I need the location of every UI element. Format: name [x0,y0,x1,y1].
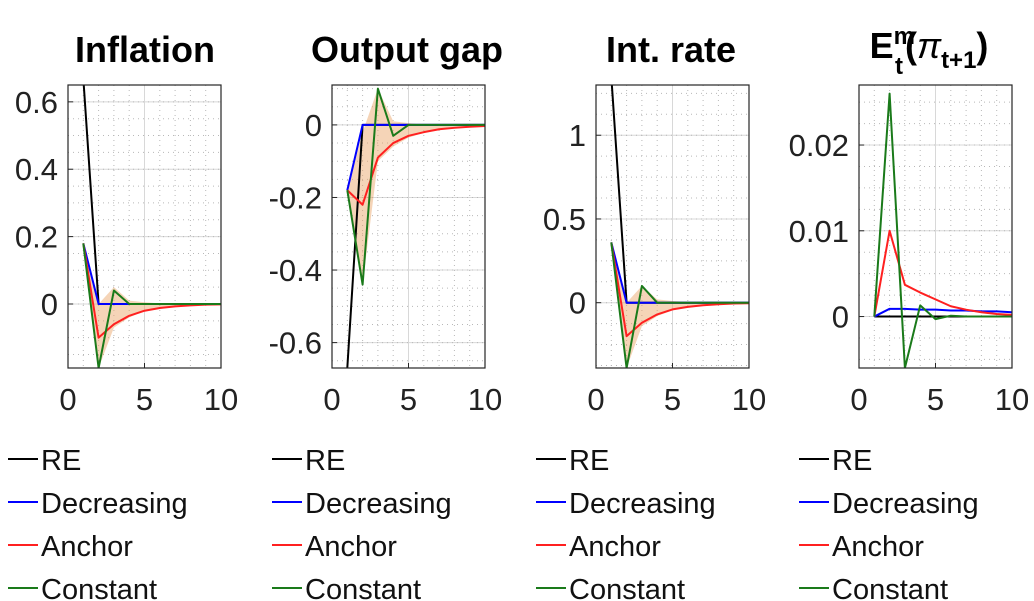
panel-3: 0 5 10 0 0.5 1 Int. rate RE Decreasing Anchor Cons… [536,29,766,601]
x-tick-label: 0 [323,382,340,417]
data-layer [610,85,749,368]
panel-title: Output gap [311,29,503,70]
legend-label-constant: Constant [832,574,948,601]
panel-title: Int. rate [606,29,736,70]
x-tick-label: 5 [664,382,681,417]
x-tick-label: 5 [400,382,417,417]
x-tick-label: 0 [587,382,604,417]
legend-label-anchor: Anchor [569,531,661,563]
y-tick-label: 0 [569,286,586,321]
y-tick-label: 1 [569,118,586,153]
legend-label-constant: Constant [569,574,685,601]
y-tick-label: -0.4 [269,253,322,288]
legend-label-constant: Constant [41,574,157,601]
legend-label-anchor: Anchor [41,531,133,563]
confidence-band [83,243,221,368]
series-line-constant [346,87,485,286]
legend-label-decreasing: Decreasing [41,488,188,520]
series-line-anchor [873,229,1012,317]
legend-label-re: RE [41,445,81,477]
y-tick-label: 0 [305,108,322,143]
y-tick-label: 0.5 [543,202,586,237]
legend-label-decreasing: Decreasing [305,488,452,520]
x-tick-label: 10 [468,382,502,417]
panel-title: Inflation [75,29,215,70]
y-tick-label: 0.02 [789,128,849,163]
confidence-band [611,242,749,368]
y-tick-label: 0 [832,300,849,335]
x-tick-label: 10 [204,382,238,417]
data-layer [346,87,485,368]
panel-2: 0 5 10 -0.6 -0.4 -0.2 0 Output gap RE Decreasing A… [269,29,503,601]
legend: RE Decreasing Anchor Constant [536,445,716,601]
y-tick-label: 0.2 [15,220,58,255]
legend-label-anchor: Anchor [832,531,924,563]
y-tick-label: 0 [41,287,58,322]
legend-label-decreasing: Decreasing [569,488,716,520]
legend: RE Decreasing Anchor Constant [799,445,979,601]
series-line-constant [82,243,221,368]
legend: RE Decreasing Anchor Constant [8,445,188,601]
y-tick-label: -0.6 [269,326,322,361]
panel-4: 0 5 10 0 0.01 0.02 Em t(πt+1) RE Decreasing Anchor… [789,23,1030,601]
data-layer [873,92,1012,368]
x-tick-label: 0 [59,382,76,417]
legend-label-re: RE [832,445,872,477]
series-line-decreasing [873,307,1012,318]
legend-label-re: RE [569,445,609,477]
y-tick-label: 0.6 [15,85,58,120]
legend-label-re: RE [305,445,345,477]
x-tick-label: 10 [732,382,766,417]
panel-1: 0 5 10 0 0.2 0.4 0.6 Inflation RE Decreasing Ancho… [8,29,238,601]
y-tick-label: 0.4 [15,152,58,187]
series-line-constant [873,92,1012,368]
series-line-constant [610,242,749,368]
data-layer [82,85,221,368]
panel-title: Em t(πt+1) [870,23,989,80]
confidence-band [347,88,485,285]
legend-label-decreasing: Decreasing [832,488,979,520]
x-tick-label: 5 [136,382,153,417]
x-tick-label: 10 [995,382,1029,417]
y-tick-label: -0.2 [269,180,322,215]
x-tick-label: 5 [927,382,944,417]
x-tick-label: 0 [850,382,867,417]
legend-label-anchor: Anchor [305,531,397,563]
y-tick-label: 0.01 [789,214,849,249]
legend-label-constant: Constant [305,574,421,601]
legend: RE Decreasing Anchor Constant [272,445,452,601]
grid [858,85,1013,368]
